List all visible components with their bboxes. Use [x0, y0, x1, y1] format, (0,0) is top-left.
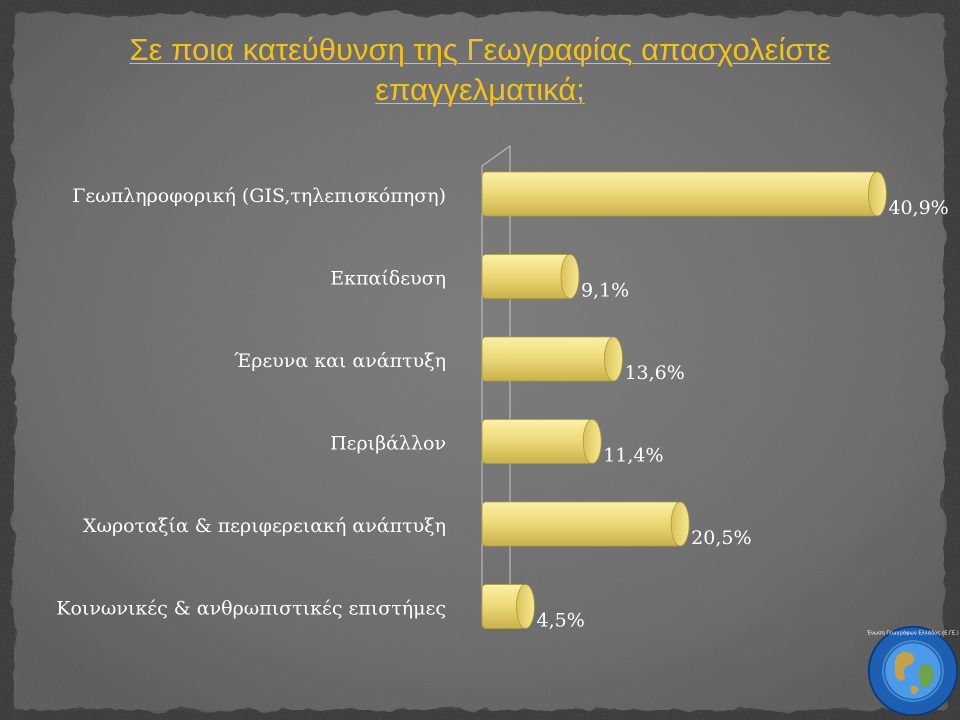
data-label: 11,4%	[603, 445, 663, 467]
bar-cap	[670, 501, 690, 547]
data-label: 20,5%	[691, 527, 751, 549]
bar-cap	[560, 254, 580, 299]
logo-seal: Ένωση Γεωγράφων Ελλάδος (Ε.ΓΕ.)	[866, 625, 959, 717]
bar	[481, 336, 614, 382]
category-label: Χωροταξία & περιφερειακή ανάπτυξη	[83, 515, 446, 537]
bar-cap	[867, 171, 887, 217]
bar-cap	[516, 584, 535, 629]
bar	[481, 171, 878, 217]
logo-text: Ένωση Γεωγράφων Ελλάδος (Ε.ΓΕ.)	[866, 629, 959, 636]
bar-cap	[604, 336, 623, 382]
page-title: Σε ποια κατεύθυνση της Γεωγραφίας απασχο…	[129, 32, 831, 107]
category-label: Εκπαίδευση	[330, 268, 446, 290]
data-label: 40,9%	[888, 197, 948, 219]
data-label: 9,1%	[581, 280, 629, 302]
bar	[481, 254, 571, 299]
bar	[481, 501, 681, 547]
category-label: Έρευνα και ανάπτυξη	[234, 350, 446, 372]
data-label: 13,6%	[624, 362, 684, 384]
bar-cap	[582, 419, 602, 464]
category-label: Γεωπληροφορική (GIS,τηλεπισκόπηση)	[72, 185, 446, 207]
globe-seal-icon	[884, 642, 942, 700]
bar	[481, 419, 593, 464]
category-label: Περιβάλλον	[330, 433, 446, 455]
category-label: Κοινωνικές & ανθρωπιστικές επιστήμες	[56, 598, 446, 620]
data-label: 4,5%	[537, 610, 585, 632]
